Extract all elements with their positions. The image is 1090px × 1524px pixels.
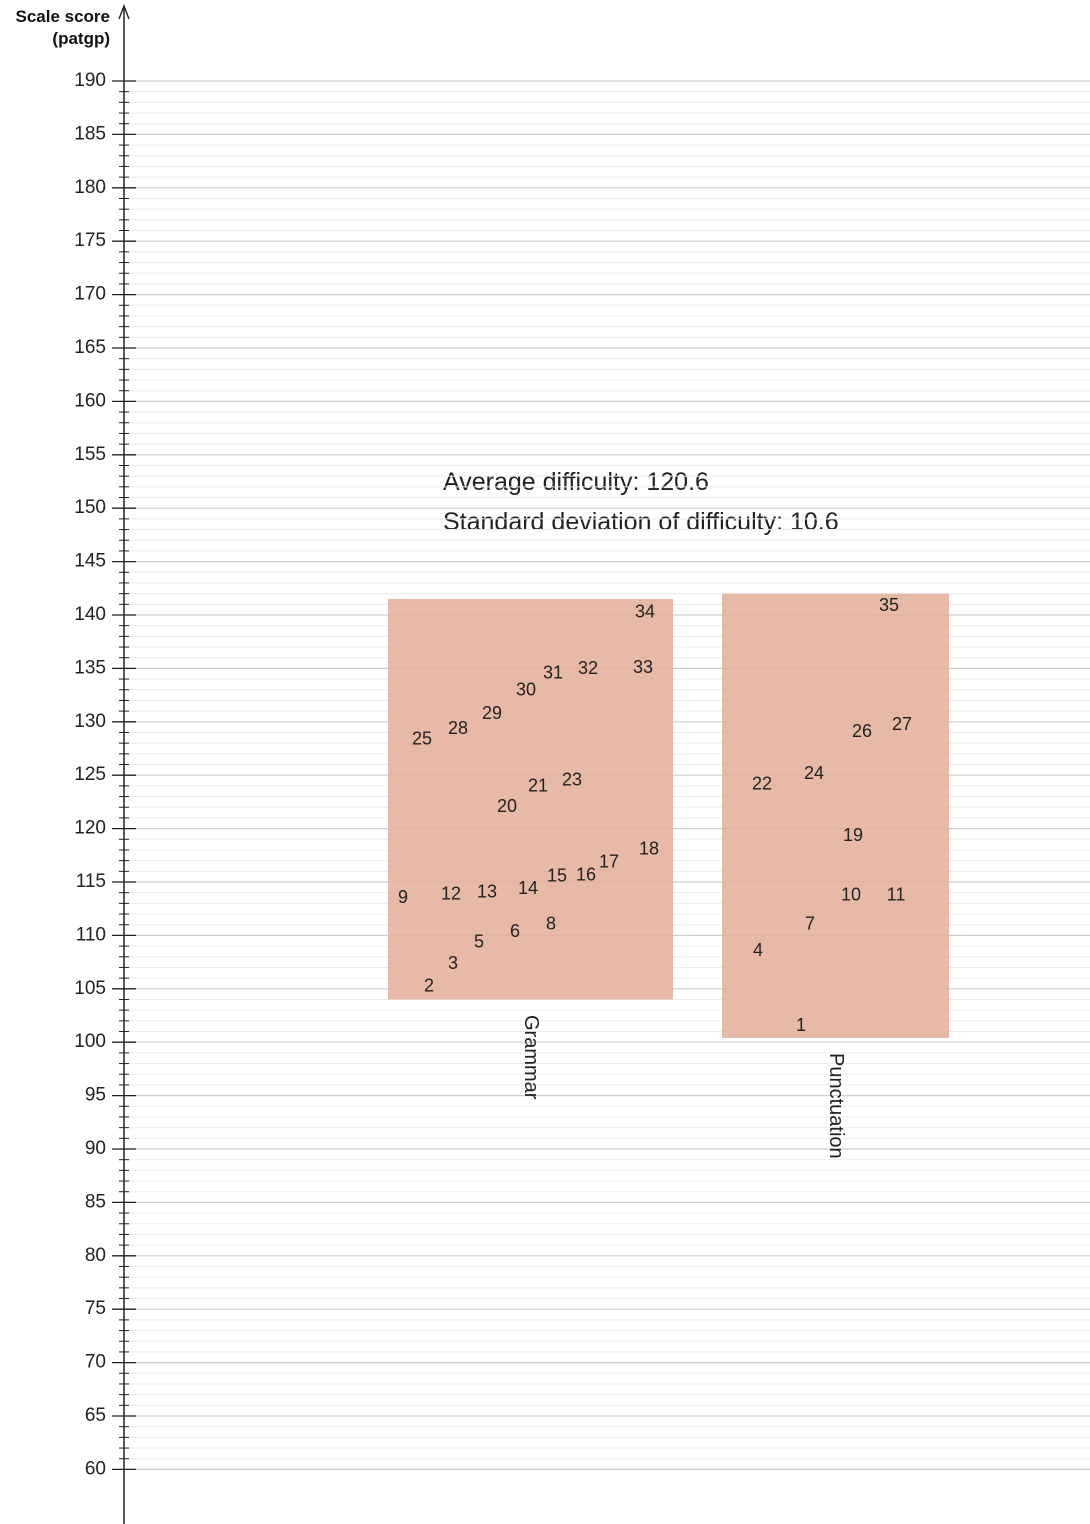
sd-difficulty-text: Standard deviation of difficulty: 10.6 xyxy=(443,508,839,536)
item-label-19: 19 xyxy=(843,825,863,845)
y-tick-label-160: 160 xyxy=(74,390,106,411)
y-tick-label-145: 145 xyxy=(74,551,106,572)
y-tick-label-75: 75 xyxy=(85,1298,106,1319)
y-tick-label-175: 175 xyxy=(74,230,106,251)
y-axis-arrow xyxy=(118,4,130,20)
y-tick-label-190: 190 xyxy=(74,70,106,91)
item-label-10: 10 xyxy=(841,885,861,905)
y-tick-label-60: 60 xyxy=(85,1458,106,1479)
item-label-20: 20 xyxy=(497,796,517,816)
y-axis-title-line1: Scale score xyxy=(15,7,110,26)
y-tick-label-95: 95 xyxy=(85,1085,106,1106)
y-tick-label-170: 170 xyxy=(74,284,106,305)
item-label-14: 14 xyxy=(518,878,538,898)
item-label-7: 7 xyxy=(805,913,815,933)
y-axis-title-line2: (patgp) xyxy=(52,29,110,48)
group-box-punctuation xyxy=(722,593,949,1038)
y-tick-label-105: 105 xyxy=(74,978,106,999)
item-label-9: 9 xyxy=(398,887,408,907)
item-label-34: 34 xyxy=(635,602,655,622)
item-label-23: 23 xyxy=(562,769,582,789)
item-label-11: 11 xyxy=(887,885,906,905)
y-tick-label-120: 120 xyxy=(74,818,106,839)
item-label-22: 22 xyxy=(752,774,772,794)
item-label-12: 12 xyxy=(441,884,461,904)
y-tick-label-100: 100 xyxy=(74,1031,106,1052)
y-tick-label-70: 70 xyxy=(85,1352,106,1373)
y-tick-label-155: 155 xyxy=(74,444,106,465)
y-tick-label-90: 90 xyxy=(85,1138,106,1159)
item-label-6: 6 xyxy=(510,921,520,941)
item-label-17: 17 xyxy=(599,852,619,872)
group-boxes xyxy=(388,593,949,1038)
item-label-25: 25 xyxy=(412,729,432,749)
item-label-35: 35 xyxy=(879,595,899,615)
y-tick-label-110: 110 xyxy=(76,924,106,945)
y-tick-label-80: 80 xyxy=(85,1245,106,1266)
y-tick-label-180: 180 xyxy=(74,177,106,198)
group-label-grammar: Grammar xyxy=(520,1015,542,1100)
item-label-16: 16 xyxy=(576,864,596,884)
item-label-13: 13 xyxy=(477,881,497,901)
item-label-28: 28 xyxy=(448,718,468,738)
item-label-4: 4 xyxy=(753,940,763,960)
item-label-1: 1 xyxy=(796,1015,806,1035)
item-label-8: 8 xyxy=(546,913,556,933)
item-label-30: 30 xyxy=(516,680,536,700)
y-tick-label-65: 65 xyxy=(85,1405,106,1426)
item-label-32: 32 xyxy=(578,658,598,678)
item-label-24: 24 xyxy=(804,763,824,783)
average-difficulty-text: Average difficulty: 120.6 xyxy=(443,468,709,496)
group-label-punctuation: Punctuation xyxy=(825,1053,847,1159)
y-tick-label-165: 165 xyxy=(74,337,106,358)
y-tick-label-85: 85 xyxy=(85,1191,106,1212)
y-tick-label-150: 150 xyxy=(74,497,106,518)
item-label-18: 18 xyxy=(639,839,659,859)
y-axis-title: Scale score (patgp) xyxy=(0,6,110,50)
item-label-3: 3 xyxy=(448,953,458,973)
y-axis: 60 65 70 75 80 85 90 95 100 105 110 115 120 125 130 135… xyxy=(74,4,136,1524)
item-label-33: 33 xyxy=(633,657,653,677)
group-box-grammar xyxy=(388,598,673,1000)
y-tick-label-115: 115 xyxy=(76,871,106,892)
y-tick-label-125: 125 xyxy=(74,764,106,785)
item-label-2: 2 xyxy=(424,975,434,995)
item-label-26: 26 xyxy=(852,721,872,741)
y-tick-label-140: 140 xyxy=(74,604,106,625)
y-tick-label-135: 135 xyxy=(74,657,106,678)
item-label-29: 29 xyxy=(482,703,502,723)
y-tick-label-130: 130 xyxy=(74,711,106,732)
item-label-21: 21 xyxy=(528,776,548,796)
item-label-5: 5 xyxy=(474,932,484,952)
item-label-31: 31 xyxy=(543,662,563,682)
item-label-15: 15 xyxy=(547,865,567,885)
difficulty-stats: Average difficulty: 120.6 Standard devia… xyxy=(443,462,839,542)
y-tick-label-185: 185 xyxy=(74,123,106,144)
item-label-27: 27 xyxy=(892,714,912,734)
